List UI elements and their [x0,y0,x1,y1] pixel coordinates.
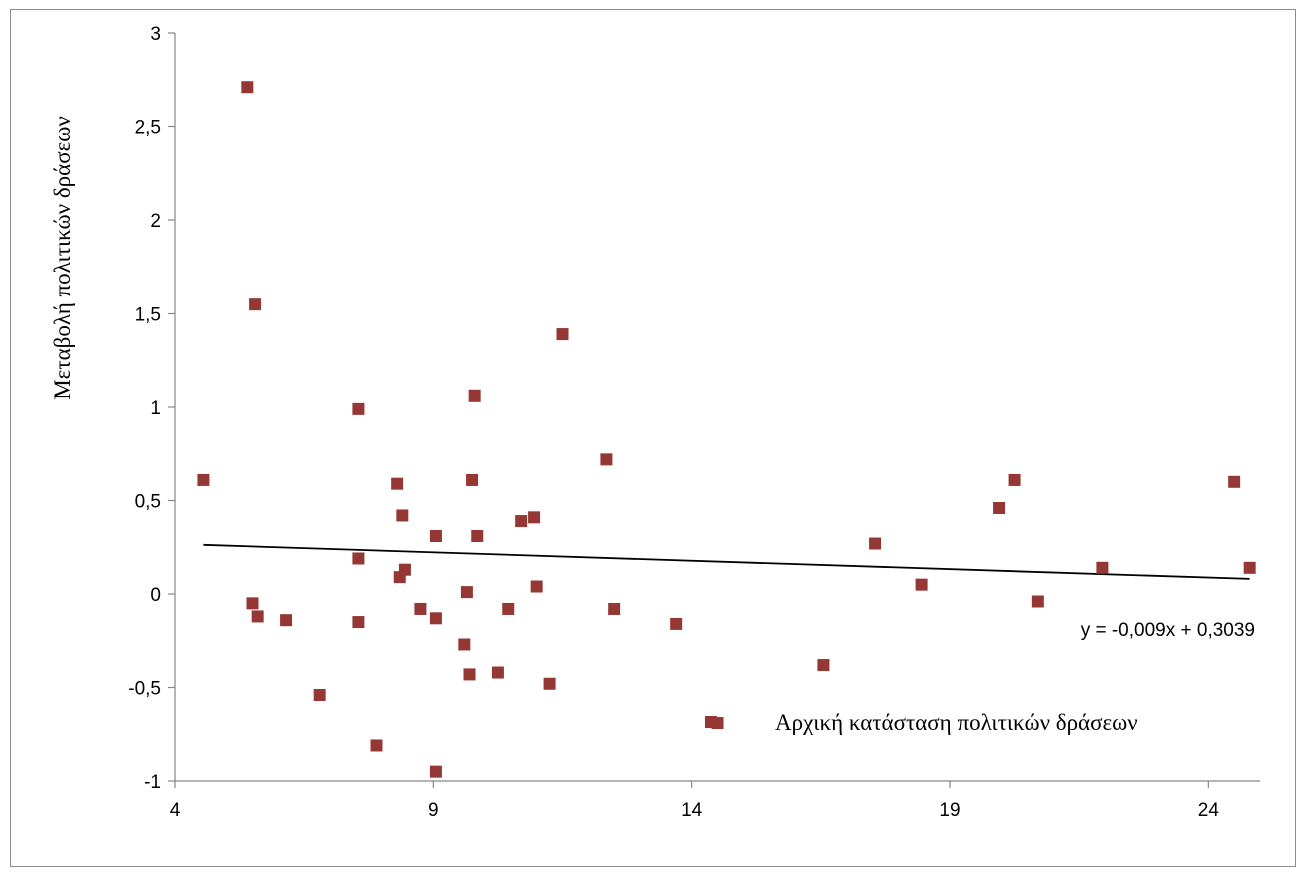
data-point [1228,475,1241,488]
data-point [352,402,365,415]
data-point [249,298,262,311]
y-tick-label: 2,5 [135,118,161,139]
legend-marker [705,716,717,728]
y-tick-label: 1 [150,398,161,419]
data-point [608,602,621,615]
legend: Αρχική κατάσταση πολιτικών δράσεων [705,710,1138,735]
y-tick-label: 3 [150,24,161,45]
data-point [556,328,569,341]
data-point [460,586,473,599]
y-axis-label: Μεταβολή πολιτικών δράσεων [50,116,75,400]
x-tick-label: 19 [939,800,960,821]
data-point [1096,561,1109,574]
data-point [543,677,556,690]
y-tick-label: 1,5 [135,305,161,326]
data-point [502,602,515,615]
data-point [1008,473,1021,486]
data-point [197,473,210,486]
data-point [515,515,528,528]
trendline-line [203,543,1250,580]
trendline [203,543,1250,580]
data-point [670,617,683,630]
data-point [391,477,404,490]
data-point [1243,561,1256,574]
x-axis-ticks: 4 9 14 19 24 [170,781,1220,821]
data-point [313,688,326,701]
data-point [468,389,481,402]
data-point [429,530,442,543]
data-points [197,81,1256,778]
data-point [463,668,476,681]
data-point [915,578,928,591]
y-tick-label: 2 [150,211,161,232]
data-point [251,610,264,623]
data-point [869,537,882,550]
data-point [993,501,1006,514]
data-point [429,612,442,625]
y-tick-label: -1 [144,772,161,793]
data-point [471,530,484,543]
trendline-equation: y = -0,009x + 0,3039 [1081,620,1255,641]
legend-label: Αρχική κατάσταση πολιτικών δράσεων [775,710,1138,735]
y-axis-ticks: -1 -0,5 0 0,5 1 1,5 2 2,5 3 [128,24,175,793]
x-tick-label: 9 [428,800,439,821]
axes [174,33,1260,782]
data-point [280,614,293,627]
data-point [458,638,471,651]
data-point [530,580,543,593]
x-tick-label: 4 [170,800,181,821]
data-point [1031,595,1044,608]
y-tick-label: 0,5 [135,492,161,513]
data-point [352,552,365,565]
data-point [352,616,365,629]
data-point [466,473,479,486]
data-point [528,511,541,524]
data-point [241,81,254,94]
data-point [396,509,409,522]
data-point [600,453,613,466]
data-point [817,659,830,672]
data-point [414,602,427,615]
data-point [246,597,259,610]
y-tick-label: 0 [150,585,161,606]
x-tick-label: 24 [1198,800,1220,821]
data-point [491,666,504,679]
x-tick-label: 14 [681,800,703,821]
data-point [429,765,442,778]
data-point [370,739,383,752]
data-point [398,563,411,576]
chart-frame [10,9,1296,867]
y-tick-label: -0,5 [128,679,161,700]
